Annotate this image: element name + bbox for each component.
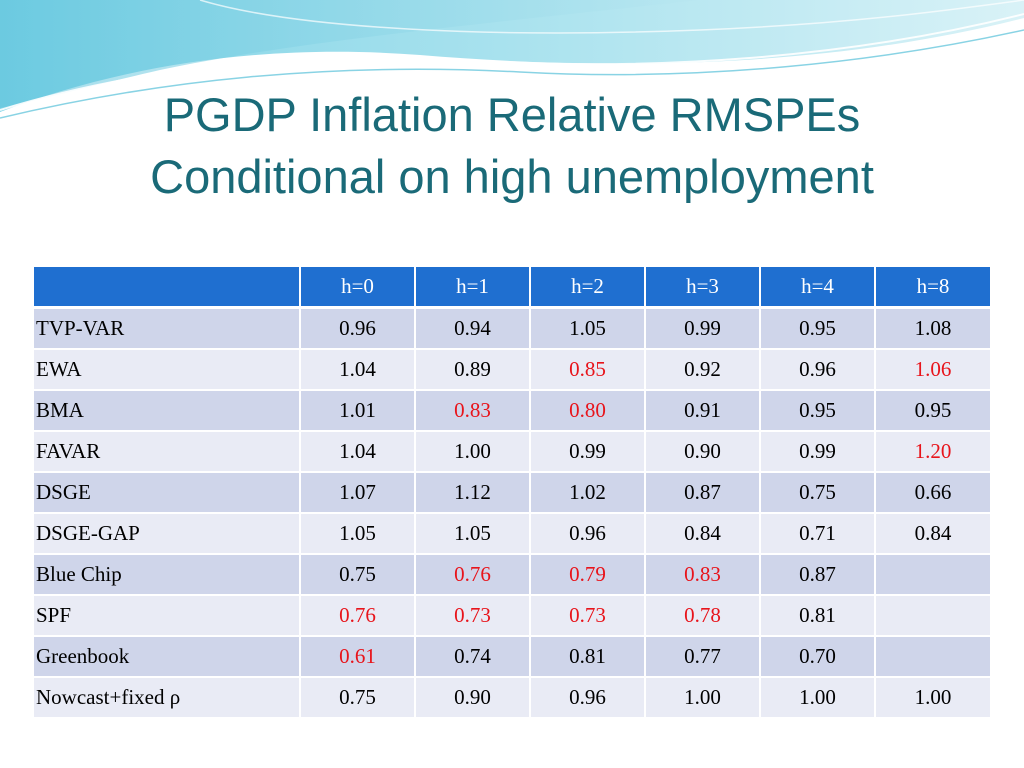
value-cell: 1.12 — [414, 471, 530, 513]
value-cell: 0.87 — [644, 471, 760, 513]
slide-title: PGDP Inflation Relative RMSPEs Condition… — [0, 84, 1024, 208]
value-cell: 0.83 — [644, 553, 760, 595]
model-name-cell: DSGE-GAP — [34, 512, 300, 554]
value-cell: 0.95 — [759, 306, 875, 349]
value-cell: 0.61 — [299, 635, 415, 677]
title-line-1: PGDP Inflation Relative RMSPEs — [163, 88, 861, 141]
value-cell: 0.95 — [759, 389, 875, 431]
value-cell: 1.05 — [414, 512, 530, 554]
table-row: Nowcast+fixed ρ 0.75 0.90 0.96 1.00 1.00 1.00 — [34, 676, 990, 717]
value-cell: 0.78 — [644, 594, 760, 636]
value-cell: 0.73 — [529, 594, 645, 636]
value-cell: 0.99 — [644, 306, 760, 349]
value-cell: 0.81 — [759, 594, 875, 636]
value-cell: 1.01 — [299, 389, 415, 431]
value-cell: 0.95 — [874, 389, 990, 431]
value-cell: 0.77 — [644, 635, 760, 677]
model-name-cell: FAVAR — [34, 430, 300, 472]
value-cell: 0.81 — [529, 635, 645, 677]
value-cell: 1.06 — [874, 348, 990, 390]
value-cell: 0.70 — [759, 635, 875, 677]
value-cell: 1.00 — [759, 676, 875, 717]
value-cell: 0.79 — [529, 553, 645, 595]
value-cell: 1.05 — [299, 512, 415, 554]
model-name-cell: EWA — [34, 348, 300, 390]
value-cell: 0.85 — [529, 348, 645, 390]
value-cell: 0.71 — [759, 512, 875, 554]
model-name-cell: SPF — [34, 594, 300, 636]
value-cell: 1.00 — [874, 676, 990, 717]
value-cell: 0.73 — [414, 594, 530, 636]
table-row: SPF 0.76 0.73 0.73 0.78 0.81 — [34, 594, 990, 636]
value-cell: 1.05 — [529, 306, 645, 349]
table-row: FAVAR 1.04 1.00 0.99 0.90 0.99 1.20 — [34, 430, 990, 472]
column-header: h=8 — [874, 267, 990, 309]
wave-decoration — [0, 0, 1024, 119]
value-cell: 0.90 — [644, 430, 760, 472]
value-cell: 0.91 — [644, 389, 760, 431]
value-cell: 1.20 — [874, 430, 990, 472]
model-name-cell: BMA — [34, 389, 300, 431]
model-name-cell: Nowcast+fixed ρ — [34, 676, 300, 717]
value-cell: 1.00 — [414, 430, 530, 472]
value-cell: 0.96 — [529, 676, 645, 717]
value-cell: 1.04 — [299, 430, 415, 472]
value-cell: 0.89 — [414, 348, 530, 390]
value-cell: 0.90 — [414, 676, 530, 717]
value-cell: 0.66 — [874, 471, 990, 513]
table-row: DSGE 1.07 1.12 1.02 0.87 0.75 0.66 — [34, 471, 990, 513]
value-cell: 0.76 — [414, 553, 530, 595]
table-row: DSGE-GAP 1.05 1.05 0.96 0.84 0.71 0.84 — [34, 512, 990, 554]
title-line-2: Conditional on high unemployment — [150, 150, 874, 203]
value-cell: 1.08 — [874, 306, 990, 349]
table-row: BMA 1.01 0.83 0.80 0.91 0.95 0.95 — [34, 389, 990, 431]
value-cell: 1.00 — [644, 676, 760, 717]
table-row: Greenbook 0.61 0.74 0.81 0.77 0.70 — [34, 635, 990, 677]
value-cell: 0.96 — [759, 348, 875, 390]
value-cell: 1.07 — [299, 471, 415, 513]
value-cell: 1.02 — [529, 471, 645, 513]
model-name-cell: Blue Chip — [34, 553, 300, 595]
value-cell: 0.75 — [299, 676, 415, 717]
column-header: h=4 — [759, 267, 875, 309]
column-header: h=2 — [529, 267, 645, 309]
value-cell: 1.04 — [299, 348, 415, 390]
value-cell: 0.75 — [759, 471, 875, 513]
value-cell: 0.94 — [414, 306, 530, 349]
value-cell: 0.84 — [874, 512, 990, 554]
column-header: h=0 — [299, 267, 415, 309]
value-cell: 0.83 — [414, 389, 530, 431]
value-cell: 0.80 — [529, 389, 645, 431]
value-cell: 0.99 — [759, 430, 875, 472]
table-body: TVP-VAR 0.96 0.94 1.05 0.99 0.95 1.08 EWA 1.04 0.… — [34, 306, 990, 717]
value-cell: 0.96 — [299, 306, 415, 349]
value-cell: 0.74 — [414, 635, 530, 677]
value-cell — [874, 594, 990, 636]
value-cell: 0.99 — [529, 430, 645, 472]
value-cell: 0.75 — [299, 553, 415, 595]
table-row: Blue Chip 0.75 0.76 0.79 0.83 0.87 — [34, 553, 990, 595]
value-cell: 0.96 — [529, 512, 645, 554]
value-cell: 0.84 — [644, 512, 760, 554]
value-cell — [874, 553, 990, 595]
column-header: h=3 — [644, 267, 760, 309]
table-row: TVP-VAR 0.96 0.94 1.05 0.99 0.95 1.08 — [34, 306, 990, 349]
rmspe-table: h=0 h=1 h=2 h=3 h=4 h=8 TVP-VAR 0.96 0.94 1.05 0.… — [34, 267, 990, 717]
model-name-cell: DSGE — [34, 471, 300, 513]
model-name-cell: Greenbook — [34, 635, 300, 677]
value-cell — [874, 635, 990, 677]
value-cell: 0.76 — [299, 594, 415, 636]
table-header-row: h=0 h=1 h=2 h=3 h=4 h=8 — [34, 267, 990, 309]
value-cell: 0.92 — [644, 348, 760, 390]
model-name-cell: TVP-VAR — [34, 306, 300, 349]
value-cell: 0.87 — [759, 553, 875, 595]
table-row: EWA 1.04 0.89 0.85 0.92 0.96 1.06 — [34, 348, 990, 390]
header-corner-cell — [34, 267, 300, 309]
column-header: h=1 — [414, 267, 530, 309]
